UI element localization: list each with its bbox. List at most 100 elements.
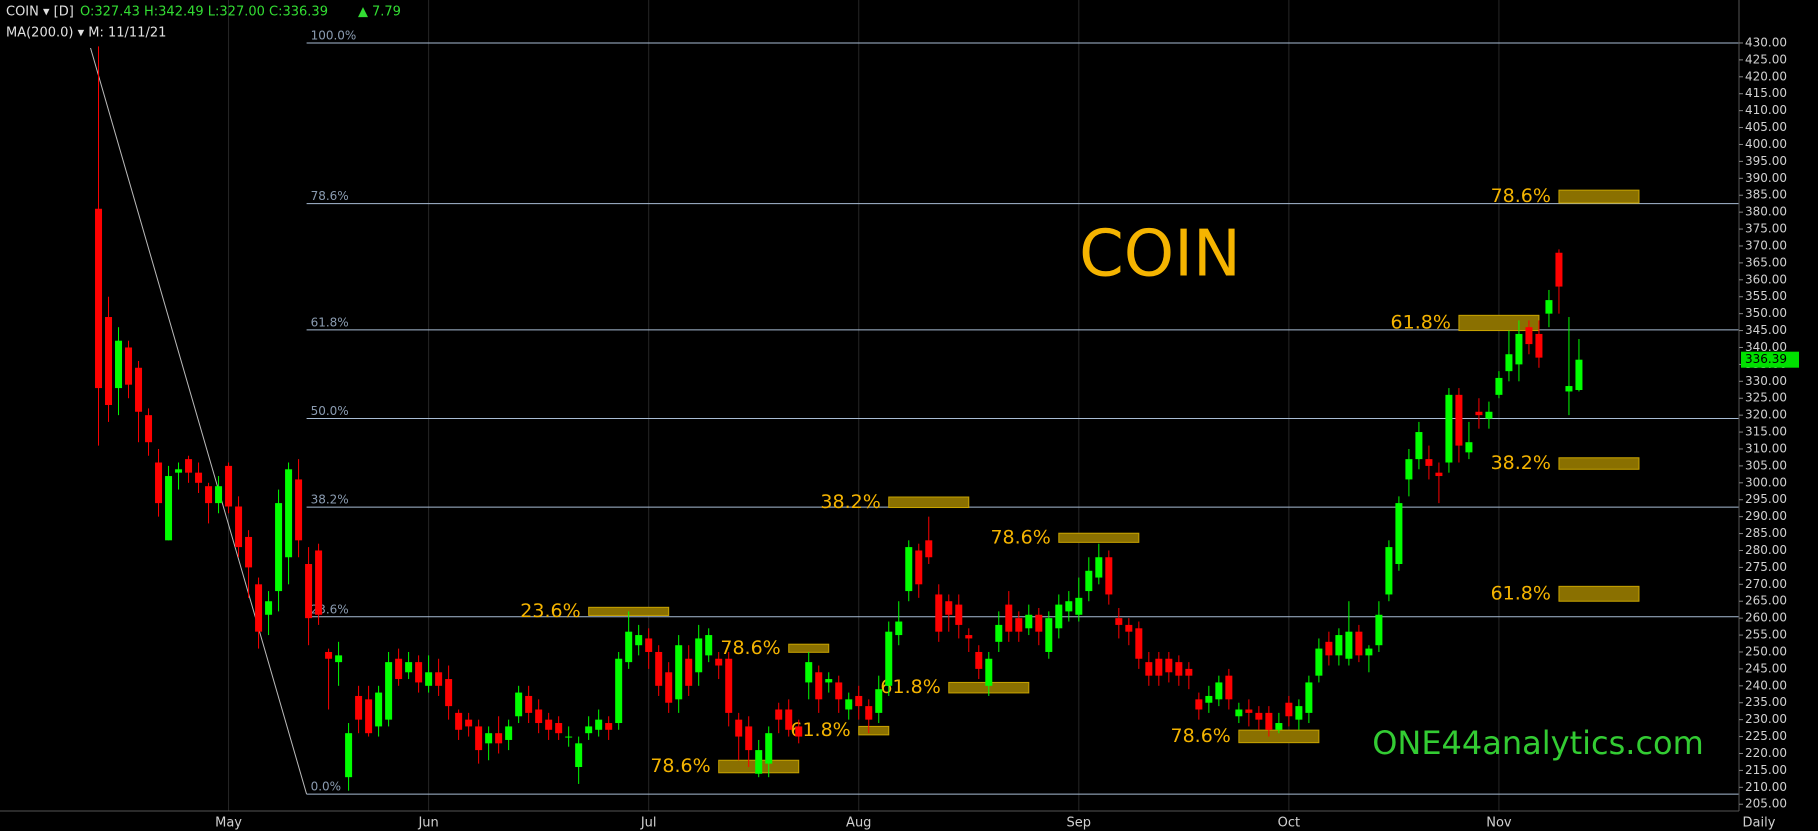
y-tick-label: 330.00 [1745,374,1787,388]
y-tick-label: 245.00 [1745,661,1787,675]
fib-label: 50.0% [311,404,349,418]
y-tick-label: 300.00 [1745,475,1787,489]
zone [1558,189,1640,204]
zone-label: 38.2% [820,491,880,513]
candle-body [1335,635,1343,656]
candle-body [545,719,553,730]
candle-body [1525,327,1533,345]
candle-body [1045,618,1053,652]
zone-label: 78.6% [1491,185,1551,207]
y-tick-label: 255.00 [1745,628,1787,642]
candle-body [1105,557,1113,595]
candle-body [575,743,583,768]
candle-body [455,712,463,730]
y-tick-label: 425.00 [1745,52,1787,66]
candle-body [185,459,193,473]
y-tick-label: 320.00 [1745,408,1787,422]
candle-body [1155,658,1163,676]
candle-body [835,682,843,700]
zone-label: 78.6% [990,526,1050,548]
grid [228,0,1500,811]
candle-body [285,469,293,558]
candle-body [665,672,673,703]
fib-label: 100.0% [311,28,357,42]
candle-body [1545,300,1553,314]
candles [95,46,1583,791]
y-tick-label: 250.00 [1745,644,1787,658]
candle-body [1035,614,1043,632]
y-tick-label: 275.00 [1745,560,1787,574]
quote: O:327.43 H:342.49 L:327.00 C:336.39 [80,5,328,20]
candle-body [505,726,513,740]
candle-body [485,733,493,744]
candle-body [1235,709,1243,717]
candle-body [385,662,393,720]
zone [888,496,970,509]
candle-body [795,726,803,737]
zone-label: 38.2% [1491,452,1551,474]
y-tick-label: 375.00 [1745,222,1787,236]
candle-body [1115,618,1123,625]
y-tick-label: 215.00 [1745,763,1787,777]
candle-body [885,631,893,686]
y-tick-label: 395.00 [1745,154,1787,168]
candle-body [355,695,363,720]
change-symbol: ▲ [358,5,368,20]
candle-body [1355,631,1363,656]
candle-body [845,699,853,710]
zone [858,725,890,736]
fib-label: 0.0% [311,780,342,794]
zone [1058,532,1140,543]
candle-body [155,462,163,504]
candle-body [975,651,983,669]
price-tag [1741,351,1799,368]
y-tick-label: 220.00 [1745,746,1787,760]
candle-body [415,662,423,683]
candle-body [525,695,533,713]
zone-label: 61.8% [790,719,850,741]
candle-body [1015,618,1023,632]
candle-body [515,692,523,717]
candle-body [685,658,693,686]
candle-body [235,506,243,548]
candle-body [535,709,543,724]
price-tag-label: 336.39 [1745,352,1787,366]
candle-body [695,638,703,673]
y-tick-label: 430.00 [1745,35,1787,49]
candle-body [495,733,503,744]
candle-body [1555,252,1563,287]
candle-body [1065,601,1073,612]
candle-body [165,476,173,541]
candle-body [625,631,633,663]
y-tick-label: 260.00 [1745,611,1787,625]
candle-body [775,709,783,720]
y-tick-label: 265.00 [1745,594,1787,608]
y-tick-label: 270.00 [1745,577,1787,591]
candle-body [295,479,303,541]
candle-body [1345,631,1353,659]
candle-body [1315,648,1323,676]
candle-body [855,695,863,707]
y-tick-label: 290.00 [1745,509,1787,523]
zone-label: 61.8% [880,676,940,698]
zone-label: 23.6% [520,600,580,622]
candle-body [875,689,883,713]
zone [1558,585,1640,602]
y-tick-label: 415.00 [1745,86,1787,100]
indicator: MA(200.0) ▾ M: 11/11/21 [6,26,166,41]
candle-body [1195,699,1203,710]
candle-body [1025,614,1033,629]
y-tick-label: 370.00 [1745,238,1787,252]
x-tick-label: Jun [417,816,438,831]
y-tick-label: 340.00 [1745,340,1787,354]
candle-body [1395,503,1403,565]
candle-body [585,726,593,734]
fib-label: 38.2% [311,493,349,507]
candle-body [1575,359,1583,391]
candle-body [565,736,573,738]
y-tick-label: 380.00 [1745,205,1787,219]
candle-body [375,692,383,727]
candle-body [1385,547,1393,595]
